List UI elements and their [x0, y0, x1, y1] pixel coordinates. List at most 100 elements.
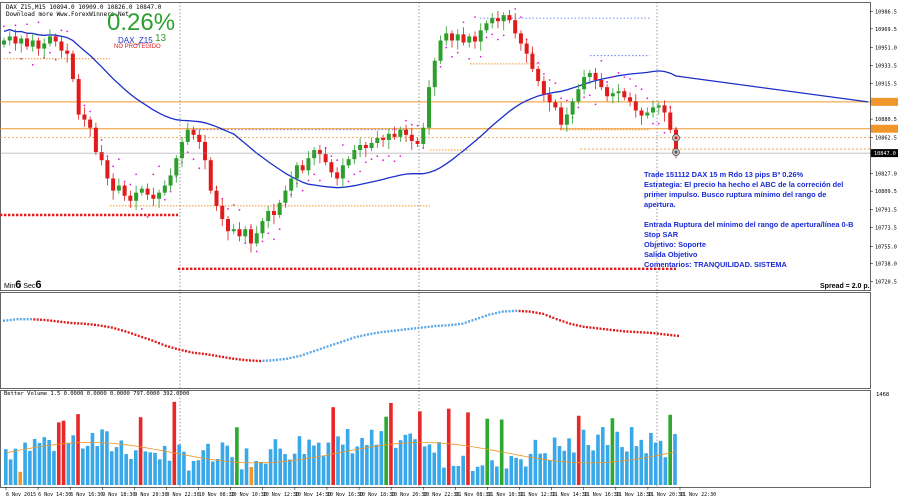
volume-bar: [365, 444, 369, 485]
parabolic-sar-dot: [456, 51, 459, 54]
oscillator-point: [269, 359, 272, 362]
parabolic-sar-dot: [186, 151, 189, 153]
oscillator-point: [599, 327, 602, 330]
volume-bar: [456, 465, 461, 485]
parabolic-sar-dot: [117, 158, 120, 161]
volume-bar: [153, 452, 157, 485]
download-line: Download more Www.ForexWinners.Net: [6, 11, 129, 18]
parabolic-sar-dot: [100, 139, 103, 141]
volume-bar: [162, 445, 167, 485]
oscillator-point: [215, 354, 218, 358]
x-tick-label: 10 Nov 10:30: [231, 492, 267, 498]
oscillator-point: [363, 333, 366, 337]
oscillator-point: [521, 310, 524, 313]
volume-bar: [259, 461, 263, 485]
parabolic-sar-dot: [606, 81, 608, 83]
candle-body: [524, 43, 529, 54]
parabolic-sar-dot: [112, 165, 115, 168]
volume-bar: [239, 469, 244, 485]
parabolic-sar-dot: [474, 16, 476, 19]
volume-bar: [148, 452, 153, 485]
oscillator-point: [673, 334, 676, 337]
candle-body: [312, 150, 317, 159]
oscillator-point: [238, 358, 241, 361]
candle-body: [111, 178, 116, 191]
y-tick-label: 10773.5: [875, 226, 897, 232]
parabolic-sar-dot: [548, 79, 551, 81]
oscillator-point: [26, 318, 29, 321]
x-tick-label: 9 Nov 20:30: [134, 492, 167, 498]
candle-body: [300, 165, 305, 171]
volume-bar: [610, 418, 615, 485]
volume-bar: [18, 471, 23, 485]
parabolic-sar-dot: [634, 85, 637, 88]
oscillator-point: [430, 325, 433, 328]
candle-body: [553, 102, 558, 108]
parabolic-sar-dot: [405, 119, 407, 122]
volume-bar: [235, 427, 239, 485]
oscillator-point: [117, 328, 120, 331]
candle-body: [409, 134, 414, 141]
oscillator-point: [93, 323, 96, 327]
current-price-tag: [871, 149, 898, 158]
parabolic-sar-dot: [640, 88, 643, 91]
volume-bar: [124, 454, 128, 485]
volume-bar: [398, 440, 403, 485]
oscillator-point: [107, 325, 110, 329]
oscillator-point: [100, 324, 103, 328]
oscillator-point: [575, 324, 578, 327]
volume-bar: [230, 457, 234, 485]
oscillator-point: [144, 337, 147, 340]
volume-bar: [71, 435, 76, 485]
parabolic-sar-dot: [330, 155, 333, 158]
volume-bar: [605, 445, 610, 485]
volume-bar: [133, 450, 138, 485]
oscillator-point: [313, 349, 316, 353]
oscillator-point: [154, 340, 157, 344]
parabolic-sar-dot: [353, 173, 356, 176]
volume-bar: [292, 453, 297, 485]
volume-bar: [658, 440, 663, 485]
parabolic-sar-dot: [623, 76, 626, 78]
volume-bar: [201, 450, 205, 485]
oscillator-point: [451, 323, 454, 327]
parabolic-sar-dot: [336, 159, 339, 162]
parabolic-sar-dot: [163, 198, 166, 201]
volume-bar: [596, 434, 600, 485]
oscillator-point: [393, 329, 396, 332]
candle-body: [610, 93, 615, 97]
candle-body: [513, 20, 518, 34]
oscillator-point: [329, 344, 332, 347]
x-tick-label: 11 Nov 10:30: [487, 492, 523, 498]
candle-body: [340, 165, 345, 179]
oscillator-point: [633, 330, 636, 334]
oscillator-point: [40, 318, 43, 321]
oscillator-point: [286, 357, 289, 360]
volume-bar: [158, 459, 162, 485]
candle-body: [317, 150, 322, 155]
oscillator-point: [6, 319, 9, 322]
parabolic-sar-dot: [267, 232, 270, 235]
oscillator-point: [158, 341, 161, 345]
volume-bar: [668, 414, 672, 485]
volume-bar: [504, 468, 509, 485]
oscillator-point: [29, 318, 32, 321]
oscillator-point: [306, 352, 309, 355]
volume-bar: [663, 457, 668, 485]
oscillator-point: [434, 324, 437, 328]
candle-body: [421, 127, 426, 144]
oscillator-point: [67, 321, 70, 324]
volume-bar: [649, 432, 653, 485]
oscillator-point: [454, 323, 457, 326]
parabolic-sar-dot: [364, 161, 367, 164]
oscillator-point: [441, 324, 444, 327]
parabolic-sar-dot: [462, 21, 465, 24]
volume-bar: [109, 451, 114, 485]
parabolic-sar-dot: [514, 8, 517, 10]
volume-bar: [572, 452, 576, 485]
candle-body: [398, 129, 403, 137]
volume-bar: [634, 446, 639, 485]
candle-body: [651, 107, 656, 113]
parabolic-sar-dot: [89, 110, 92, 113]
x-tick-label: 10 Nov 16:30: [327, 492, 363, 498]
